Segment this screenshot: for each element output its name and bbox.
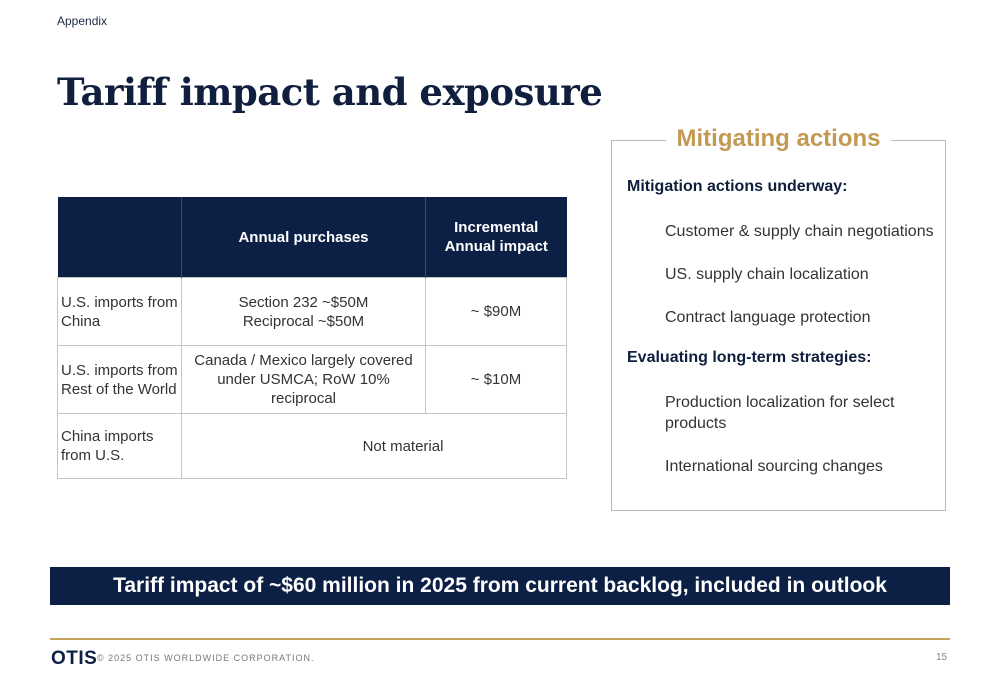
longterm-item: Production localization for select produ… [665, 394, 895, 432]
summary-banner: Tariff impact of ~$60 million in 2025 fr… [50, 567, 950, 605]
page-number: 15 [936, 652, 948, 663]
summary-banner-text: Tariff impact of ~$60 million in 2025 fr… [113, 574, 887, 597]
header-incremental-impact: Incremental Annual impact [425, 197, 567, 278]
table-row: China imports from U.S. Not material [57, 413, 567, 479]
underway-item: Customer & supply chain negotiations [665, 223, 934, 240]
header-cell-empty [57, 197, 182, 278]
row-impact: ~ $10M [425, 345, 567, 414]
page-title: Tariff impact and exposure [57, 70, 603, 114]
section-label: Appendix [57, 14, 108, 28]
tariff-table: Annual purchases Incremental Annual impa… [57, 197, 567, 479]
underway-item: Contract language protection [665, 309, 871, 326]
row-purchases: Canada / Mexico largely covered under US… [181, 345, 426, 414]
otis-logo: OTIS [51, 648, 98, 669]
table-header-row: Annual purchases Incremental Annual impa… [57, 197, 567, 278]
footer-rule [50, 638, 950, 640]
header-annual-purchases: Annual purchases [181, 197, 426, 278]
underway-heading: Mitigation actions underway: [627, 178, 848, 195]
longterm-item: International sourcing changes [665, 458, 883, 475]
row-impact: ~ $90M [425, 277, 567, 346]
row-label: U.S. imports from Rest of the World [57, 345, 182, 414]
row-merged-value: Not material [181, 413, 567, 479]
row-label: China imports from U.S. [57, 413, 182, 479]
row-label: U.S. imports from China [57, 277, 182, 346]
table-row: U.S. imports from China Section 232 ~$50… [57, 277, 567, 346]
copyright-text: © 2025 OTIS WORLDWIDE CORPORATION. [97, 653, 315, 663]
table-row: U.S. imports from Rest of the World Cana… [57, 345, 567, 414]
underway-item: US. supply chain localization [665, 266, 869, 283]
longterm-heading: Evaluating long-term strategies: [627, 349, 872, 366]
row-purchases: Section 232 ~$50M Reciprocal ~$50M [181, 277, 426, 346]
mitigating-actions-title: Mitigating actions [666, 124, 891, 154]
